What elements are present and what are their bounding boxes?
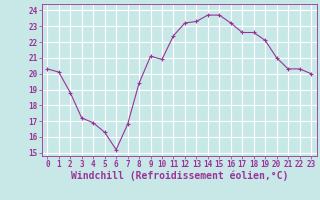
X-axis label: Windchill (Refroidissement éolien,°C): Windchill (Refroidissement éolien,°C) — [70, 171, 288, 181]
